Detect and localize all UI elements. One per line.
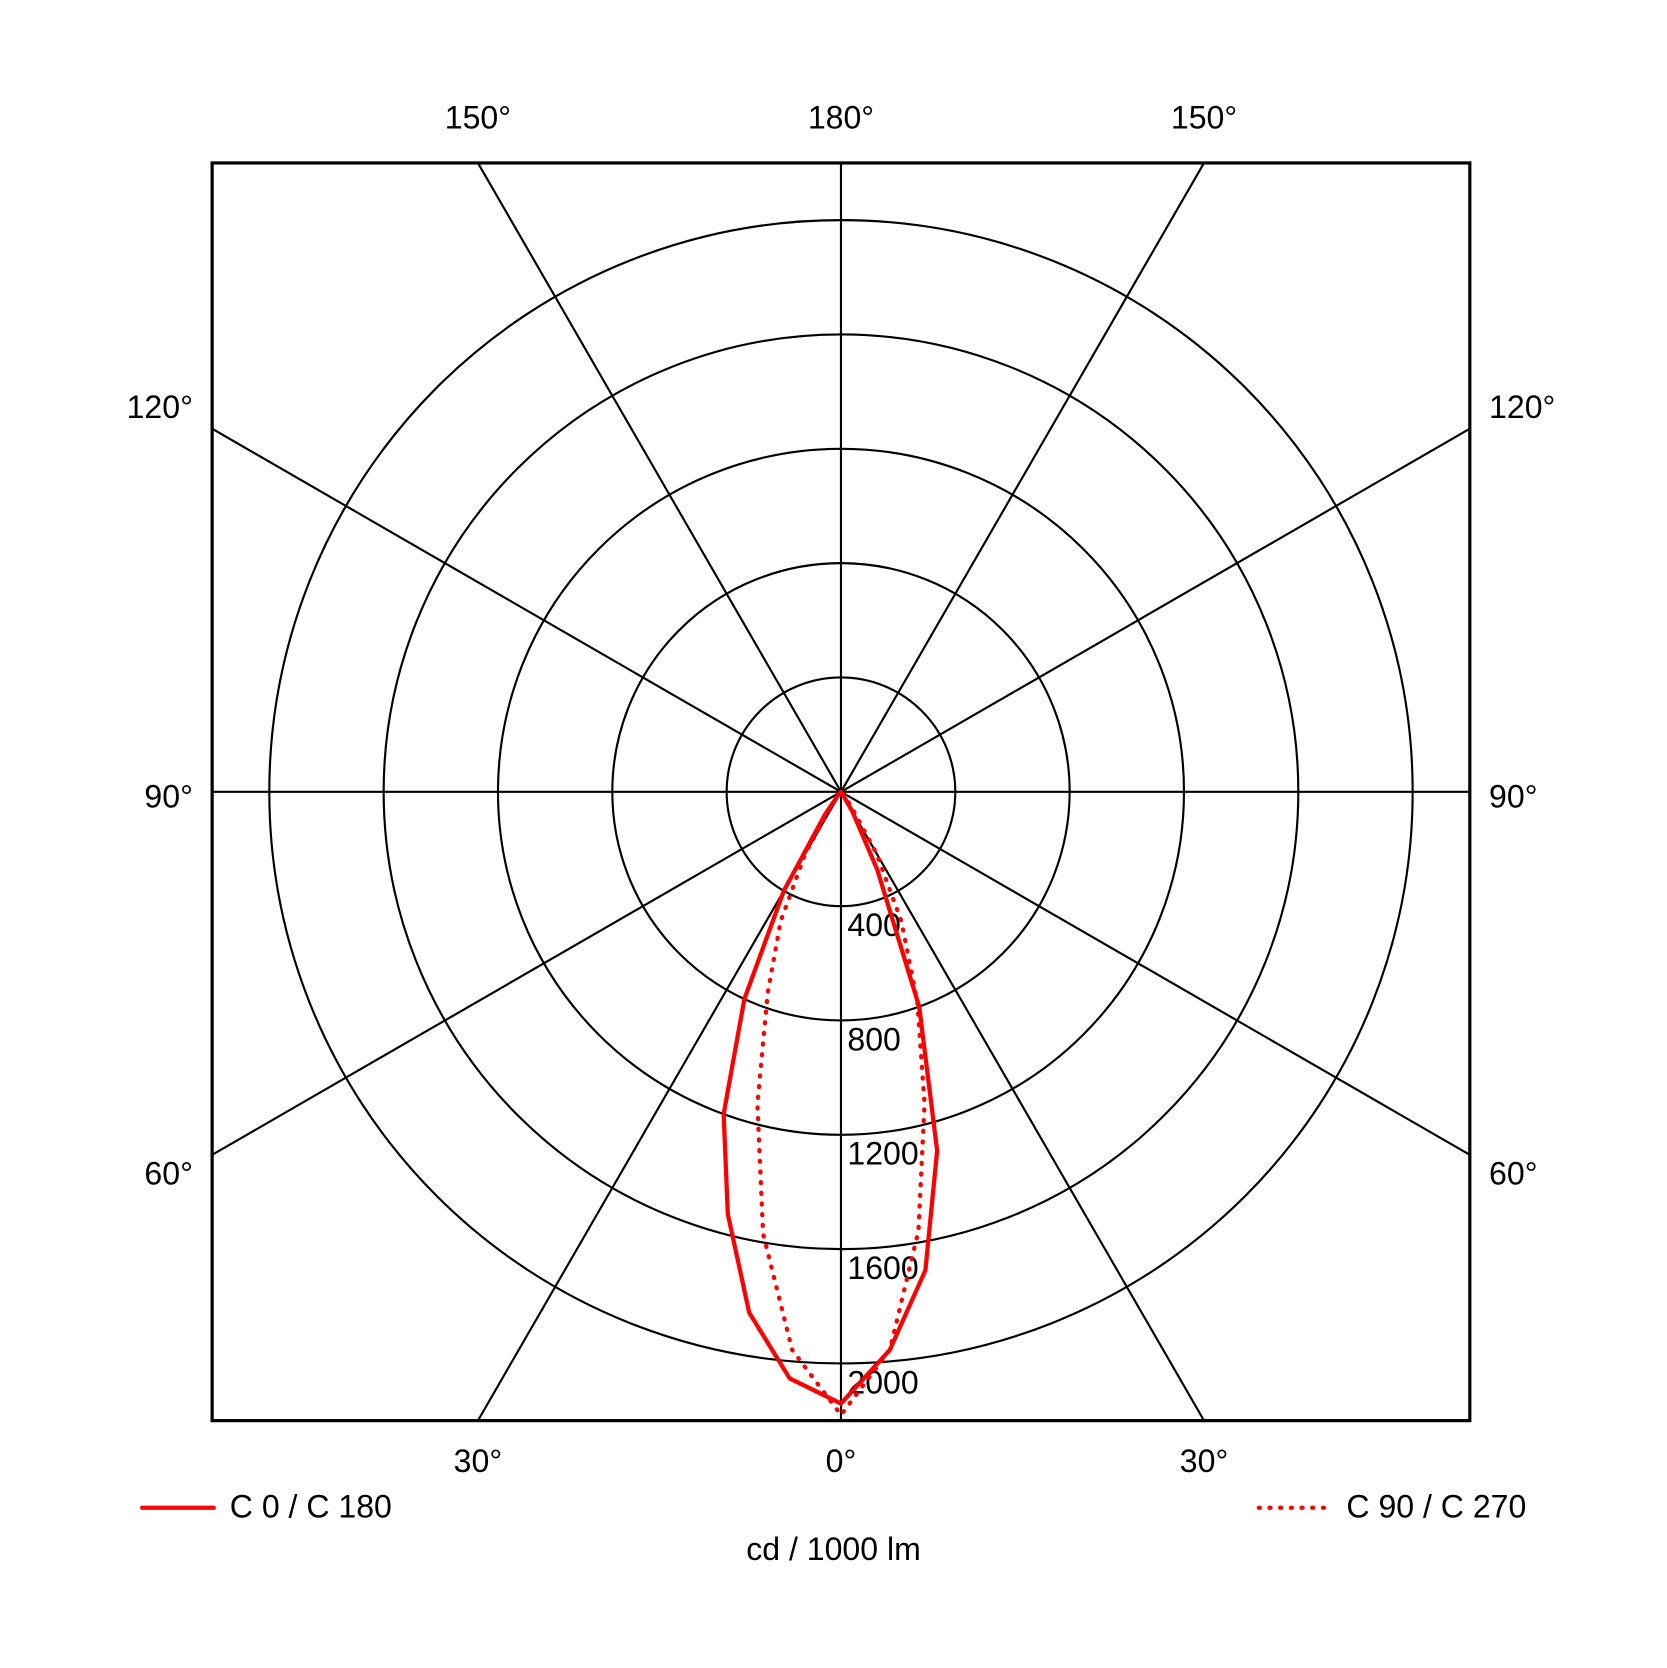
angle-tick-label: 90° xyxy=(1489,779,1537,815)
grid-spoke xyxy=(840,162,1205,793)
r-tick-label: 1200 xyxy=(847,1136,918,1172)
grid-spoke xyxy=(840,427,1471,793)
series-line xyxy=(721,789,940,1406)
grid-spoke xyxy=(840,791,1205,1422)
angle-tick-label: 150° xyxy=(445,100,511,136)
series-line xyxy=(755,789,927,1418)
grid-spoke xyxy=(211,427,842,793)
angle-tick-label: 150° xyxy=(1171,100,1237,136)
angle-tick-label: 60° xyxy=(1489,1156,1537,1192)
angle-tick-label: 30° xyxy=(454,1443,502,1479)
r-tick-label: 800 xyxy=(847,1021,900,1057)
angle-tick-label: 180° xyxy=(808,100,874,136)
angle-tick-label: 120° xyxy=(127,389,193,425)
legend-label: C 90 / C 270 xyxy=(1346,1488,1526,1524)
angle-tick-label: 60° xyxy=(144,1156,192,1192)
angle-tick-label: 0° xyxy=(826,1443,857,1479)
angle-tick-label: 120° xyxy=(1489,389,1555,425)
grid-spoke xyxy=(840,790,1471,1156)
grid-spoke xyxy=(476,162,842,793)
angle-tick-label: 30° xyxy=(1180,1443,1228,1479)
axis-label: cd / 1000 lm xyxy=(746,1531,921,1567)
angle-tick-label: 90° xyxy=(144,779,192,815)
grid-spoke xyxy=(211,790,842,1156)
legend-label: C 0 / C 180 xyxy=(230,1488,392,1524)
